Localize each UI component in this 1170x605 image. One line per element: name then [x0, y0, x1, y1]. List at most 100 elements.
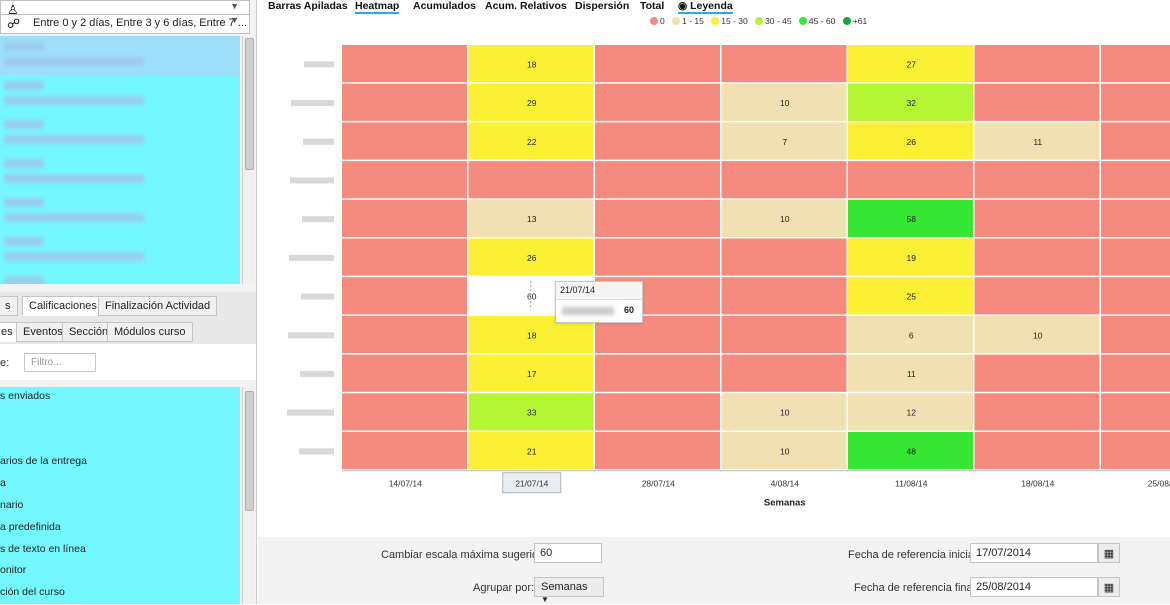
- heatmap-cell[interactable]: [721, 315, 847, 354]
- heatmap-cell[interactable]: [848, 432, 973, 470]
- heatmap-cell[interactable]: [848, 315, 973, 354]
- heatmap-cell[interactable]: [468, 122, 594, 160]
- tab-calificaciones[interactable]: Calificaciones: [22, 296, 104, 316]
- heatmap-cell[interactable]: [1101, 432, 1170, 470]
- list-item[interactable]: a: [0, 477, 6, 490]
- tab-acum-relativos[interactable]: Acum. Relativos: [485, 0, 567, 12]
- list-item[interactable]: [0, 231, 240, 270]
- list-item[interactable]: [0, 192, 240, 231]
- heatmap-cell[interactable]: [342, 315, 467, 354]
- list-item[interactable]: [0, 114, 240, 153]
- tab-dispersion[interactable]: Dispersión: [575, 0, 630, 12]
- heatmap-cell[interactable]: [468, 354, 594, 392]
- heatmap-cell[interactable]: [974, 315, 1100, 354]
- heatmap-cell[interactable]: [1101, 199, 1170, 237]
- heatmap-cell[interactable]: [848, 83, 973, 121]
- tab-barras-apiladas[interactable]: Barras Apiladas: [268, 0, 348, 12]
- tab-finalizacion[interactable]: Finalización Actividad: [98, 296, 218, 316]
- heatmap-cell[interactable]: [595, 432, 720, 470]
- heatmap-cell[interactable]: [342, 432, 467, 470]
- user-list[interactable]: [0, 36, 240, 284]
- heatmap-cell[interactable]: [468, 238, 594, 276]
- heatmap-cell[interactable]: [974, 432, 1100, 470]
- ref-start-input[interactable]: 17/07/2014: [970, 543, 1098, 563]
- heatmap-cell[interactable]: [342, 199, 467, 237]
- heatmap-cell[interactable]: [595, 161, 720, 199]
- tab-acumulados[interactable]: Acumulados: [413, 0, 477, 12]
- heatmap-cell[interactable]: [342, 83, 467, 121]
- heatmap-cell[interactable]: [974, 161, 1100, 199]
- chevron-down-icon[interactable]: ▼: [230, 15, 239, 25]
- heatmap-cell[interactable]: [595, 199, 720, 237]
- tab-eventos[interactable]: Eventos: [16, 322, 70, 342]
- heatmap-cell[interactable]: [974, 199, 1100, 237]
- heatmap-cell[interactable]: [974, 83, 1100, 121]
- heatmap-cell[interactable]: [342, 277, 467, 315]
- heatmap-cell[interactable]: [1101, 83, 1170, 121]
- heatmap-cell[interactable]: [468, 199, 594, 237]
- user-list-scrollbar[interactable]: [242, 36, 255, 284]
- heatmap-cell[interactable]: [1101, 277, 1170, 315]
- heatmap-cell[interactable]: [848, 393, 973, 431]
- tab-first[interactable]: s: [0, 296, 18, 316]
- heatmap-cell[interactable]: [342, 161, 467, 199]
- tab-leyenda[interactable]: ◉ Leyenda: [678, 0, 733, 14]
- heatmap-cell[interactable]: [468, 432, 594, 470]
- heatmap-cell[interactable]: [1101, 393, 1170, 431]
- list-item[interactable]: [0, 36, 240, 75]
- list-item[interactable]: s enviados: [0, 390, 51, 402]
- tab-modulos-curso[interactable]: Módulos curso: [107, 322, 193, 342]
- list-item[interactable]: ción del curso: [0, 586, 65, 599]
- tab-total[interactable]: Total: [640, 0, 665, 12]
- heatmap-cell[interactable]: [468, 83, 594, 121]
- tab-heatmap[interactable]: Heatmap: [355, 0, 400, 14]
- heatmap-cell[interactable]: [595, 354, 720, 392]
- heatmap-cell[interactable]: [848, 354, 973, 392]
- event-list-scrollbar[interactable]: [242, 387, 255, 604]
- list-item[interactable]: [0, 75, 240, 114]
- list-item[interactable]: nario: [0, 498, 24, 511]
- heatmap-cell[interactable]: [721, 45, 847, 83]
- calendar-icon[interactable]: ▦: [1098, 543, 1120, 563]
- ref-end-input[interactable]: 25/08/2014: [970, 577, 1098, 597]
- heatmap-cell[interactable]: [721, 161, 847, 199]
- heatmap-cell[interactable]: [595, 238, 720, 276]
- heatmap-cell[interactable]: [468, 45, 594, 83]
- heatmap-cell[interactable]: [1101, 238, 1170, 276]
- chevron-down-icon[interactable]: ▼: [230, 1, 239, 11]
- heatmap-cell[interactable]: [1101, 45, 1170, 83]
- scale-input[interactable]: 60: [534, 543, 602, 563]
- heatmap-cell[interactable]: [974, 393, 1100, 431]
- heatmap-cell[interactable]: [721, 277, 847, 315]
- list-item[interactable]: [0, 153, 240, 192]
- heatmap-cell[interactable]: [848, 199, 973, 237]
- heatmap-cell[interactable]: [848, 161, 973, 199]
- heatmap-cell[interactable]: [721, 432, 847, 470]
- heatmap-cell[interactable]: [468, 393, 594, 431]
- heatmap-cell[interactable]: [974, 122, 1100, 160]
- heatmap-cell[interactable]: [721, 238, 847, 276]
- heatmap-cell[interactable]: [848, 238, 973, 276]
- heatmap-cell[interactable]: [848, 45, 973, 83]
- tab-seccion[interactable]: Sección: [62, 322, 116, 342]
- filter-combo[interactable]: ☍ Entre 0 y 2 días, Entre 3 y 6 días, En…: [0, 14, 250, 34]
- calendar-icon[interactable]: ▦: [1098, 577, 1120, 597]
- list-item[interactable]: onitor: [0, 564, 27, 577]
- heatmap-cell[interactable]: [342, 238, 467, 276]
- heatmap-cell[interactable]: [468, 161, 594, 199]
- list-item[interactable]: s de texto en línea: [0, 542, 86, 555]
- heatmap-cell[interactable]: [848, 122, 973, 160]
- heatmap-cell[interactable]: [848, 277, 973, 315]
- heatmap-cell[interactable]: [342, 393, 467, 431]
- heatmap-cell[interactable]: [1101, 354, 1170, 392]
- heatmap-cell[interactable]: [595, 393, 720, 431]
- list-item[interactable]: [0, 270, 240, 284]
- heatmap-cell[interactable]: [1101, 161, 1170, 199]
- heatmap-cell[interactable]: [974, 354, 1100, 392]
- list-item[interactable]: a predefinida: [0, 520, 61, 533]
- heatmap-cell[interactable]: [721, 199, 847, 237]
- heatmap-cell[interactable]: [342, 122, 467, 160]
- heatmap-cell[interactable]: [721, 354, 847, 392]
- event-list[interactable]: s enviados arios de la entrega a nario a…: [0, 387, 240, 604]
- group-select[interactable]: Semanas ▼: [534, 577, 604, 604]
